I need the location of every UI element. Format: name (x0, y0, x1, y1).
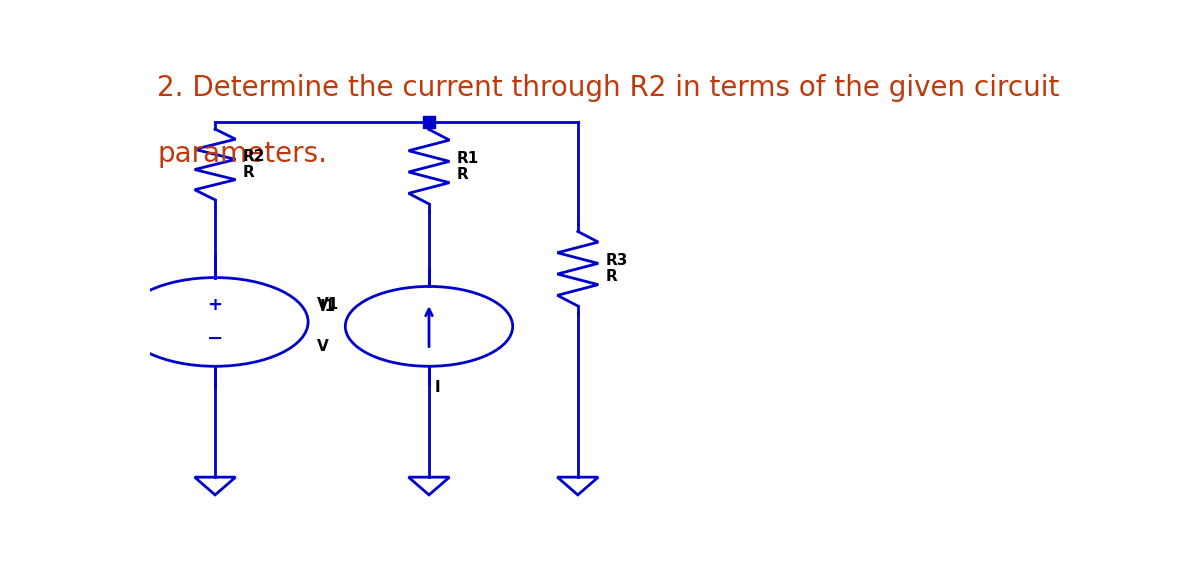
Text: R2: R2 (242, 149, 265, 164)
Text: R1: R1 (457, 151, 479, 166)
Text: I: I (434, 380, 440, 395)
Text: R3: R3 (606, 253, 628, 268)
Text: parameters.: parameters. (157, 140, 328, 168)
Text: −: − (206, 329, 223, 348)
Text: 2. Determine the current through R2 in terms of the given circuit: 2. Determine the current through R2 in t… (157, 74, 1060, 101)
Text: R: R (242, 165, 254, 180)
Text: V: V (317, 339, 329, 354)
Text: +: + (208, 296, 223, 314)
Text: R: R (457, 167, 469, 182)
Text: I1: I1 (320, 299, 336, 314)
Text: R: R (606, 269, 618, 284)
Text: V1: V1 (317, 297, 340, 312)
